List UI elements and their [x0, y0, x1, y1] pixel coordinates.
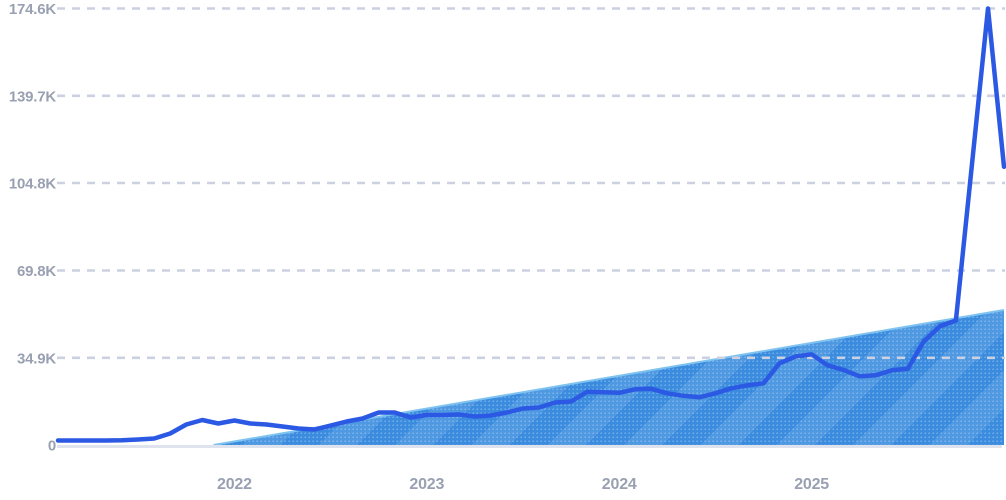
y-tick-label: 104.8K	[9, 176, 57, 193]
trend-area	[213, 309, 1005, 446]
x-tick-label: 2025	[794, 476, 829, 493]
gridlines	[57, 7, 1005, 360]
y-axis-labels: 0 34.9K 69.8K 104.8K 139.7K 174.6K	[9, 1, 57, 455]
x-tick-label: 2024	[602, 476, 637, 493]
x-tick-label: 2022	[217, 476, 252, 493]
x-axis-labels: 2022 2023 2024 2025	[217, 476, 829, 493]
y-tick-label: 69.8K	[17, 263, 56, 280]
y-tick-label: 139.7K	[9, 88, 57, 105]
x-tick-label: 2023	[409, 476, 444, 493]
y-tick-label: 174.6K	[9, 1, 57, 18]
y-tick-label: 0	[48, 438, 56, 455]
y-tick-label: 34.9K	[17, 350, 56, 367]
data-line	[55, 6, 1006, 443]
